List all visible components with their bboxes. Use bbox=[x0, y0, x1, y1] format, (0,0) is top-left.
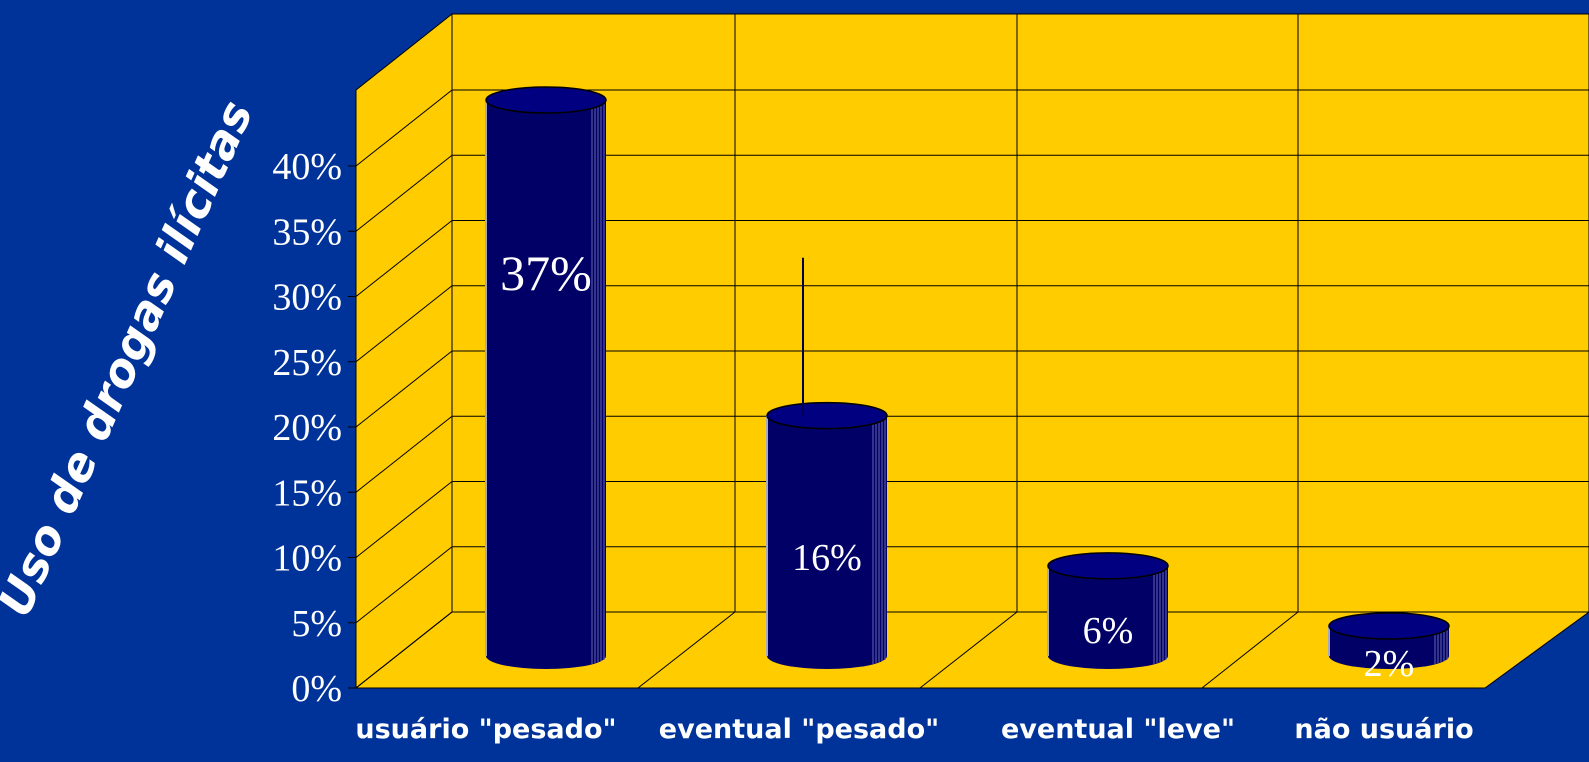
gridline-side bbox=[355, 285, 453, 363]
bar bbox=[1047, 552, 1169, 669]
gridlines bbox=[348, 14, 1589, 689]
y-tick-label: 25% bbox=[272, 342, 342, 384]
bar-base bbox=[1048, 643, 1168, 669]
gridline-side bbox=[355, 350, 453, 428]
gridline-side bbox=[355, 546, 453, 624]
y-tick-label: 15% bbox=[272, 472, 342, 514]
x-category-label: não usuário bbox=[1294, 714, 1473, 745]
data-label: 37% bbox=[500, 245, 592, 301]
x-axis-categories: usuário "pesado" eventual "pesado" eventua… bbox=[355, 714, 1473, 745]
gridline-side bbox=[355, 154, 453, 232]
y-axis-label: Uso de drogas ilícitas bbox=[0, 93, 263, 625]
data-label: 2% bbox=[1364, 643, 1415, 685]
data-label: 16% bbox=[792, 537, 862, 579]
bar bbox=[766, 257, 888, 669]
data-label: 6% bbox=[1083, 610, 1134, 652]
y-axis-ticks: 0% 5% 10% 15% 20% 25% 30% 35% 40% bbox=[272, 146, 342, 710]
y-tick-label: 35% bbox=[272, 211, 342, 253]
bars: 37% 16% 6% 2% bbox=[485, 86, 1450, 685]
bar-base bbox=[767, 643, 887, 669]
gridline-side bbox=[355, 611, 453, 689]
bar bbox=[1328, 612, 1450, 669]
bar-top bbox=[1047, 552, 1169, 580]
plot-walls bbox=[354, 12, 1589, 690]
gridline-side bbox=[355, 220, 453, 297]
bar-body bbox=[486, 100, 606, 656]
back-wall bbox=[451, 13, 1589, 613]
x-category-label: eventual "leve" bbox=[1001, 714, 1235, 745]
gridline-side bbox=[355, 89, 453, 167]
side-wall bbox=[355, 12, 453, 690]
gridline-side bbox=[355, 481, 453, 558]
y-tick-label: 5% bbox=[291, 603, 342, 645]
y-tick-label: 0% bbox=[291, 668, 342, 710]
y-tick-label: 20% bbox=[272, 407, 342, 449]
bar-body bbox=[767, 415, 887, 656]
bar-top bbox=[1328, 612, 1450, 640]
y-tick-label: 30% bbox=[272, 277, 342, 319]
bar bbox=[485, 86, 607, 669]
floor-divider bbox=[1201, 611, 1299, 689]
floor-divider bbox=[637, 611, 736, 689]
x-category-label: usuário "pesado" bbox=[355, 714, 616, 745]
y-tick-label: 40% bbox=[272, 146, 342, 188]
y-tick-label: 10% bbox=[272, 538, 342, 580]
bar-base bbox=[486, 643, 606, 669]
gridline-side bbox=[355, 415, 453, 493]
bar-top bbox=[766, 401, 888, 430]
bar-body bbox=[1048, 565, 1168, 656]
floor-divider bbox=[919, 611, 1018, 689]
bar-base bbox=[1329, 643, 1449, 669]
x-category-label: eventual "pesado" bbox=[659, 714, 939, 745]
bar-top bbox=[485, 86, 607, 114]
